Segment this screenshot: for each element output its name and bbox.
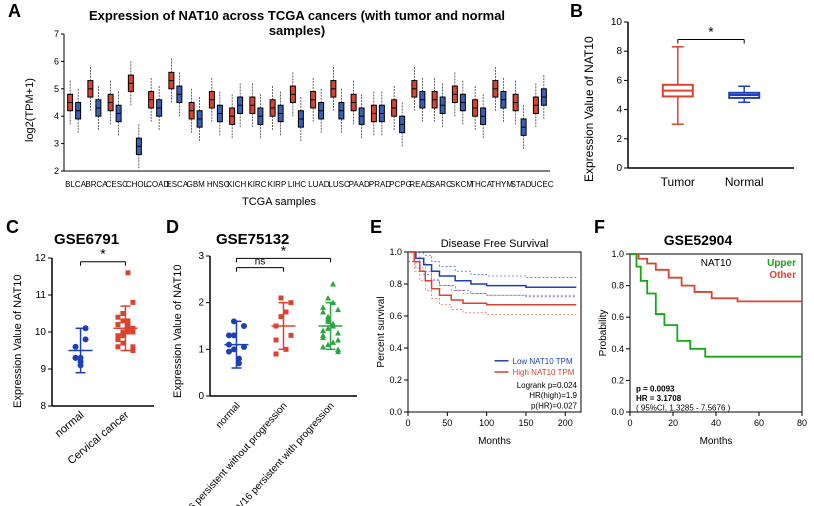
panel-a-xticks: BLCABRCACESCCHOLCOADESCAGBMHNSCKICHKIRCK… <box>44 180 554 198</box>
svg-text:0.4: 0.4 <box>389 343 402 353</box>
svg-text:Disease Free Survival: Disease Free Survival <box>441 238 549 250</box>
svg-text:1.0: 1.0 <box>611 249 624 259</box>
svg-text:( 95%CI, 1.3285 - 7.5676 ): ( 95%CI, 1.3285 - 7.5676 ) <box>636 403 731 412</box>
panel-a: A Expression of NAT10 across TCGA cancer… <box>2 2 562 210</box>
svg-text:0: 0 <box>405 418 410 428</box>
svg-text:0.2: 0.2 <box>611 375 624 385</box>
svg-text:0: 0 <box>198 391 204 402</box>
svg-text:0.4: 0.4 <box>611 344 624 354</box>
svg-text:2: 2 <box>616 134 622 145</box>
svg-text:0.0: 0.0 <box>389 407 402 417</box>
panel-f: F 0.00.20.40.60.81.0020406080MonthsProba… <box>594 218 812 498</box>
panel-f-chart: 0.0 0.2 0.4 0.6 0.8 1.0 0 20 40 60 80 Months Probabi… <box>596 234 810 446</box>
svg-text:0.0: 0.0 <box>611 407 624 417</box>
svg-text:p = 0.0093: p = 0.0093 <box>636 384 675 393</box>
panel-e: E 0.0 0.2 0.4 0.6 0.8 1.0 0 50 100 150 200 Months Pe… <box>370 218 590 498</box>
svg-text:*: * <box>281 246 287 258</box>
panel-d-chart: 0123ns*normalHPV16 persistent without pr… <box>188 246 363 506</box>
svg-text:0.6: 0.6 <box>611 312 624 322</box>
svg-text:p(HR)=0.027: p(HR)=0.027 <box>531 402 578 411</box>
panel-e-label: E <box>370 217 382 238</box>
svg-text:60: 60 <box>754 418 764 428</box>
svg-text:HR = 3.1708: HR = 3.1708 <box>636 394 682 403</box>
svg-text:*: * <box>100 248 106 262</box>
panel-c: C GSE6791 Expression Value of NAT10 8 9 10… <box>2 218 162 498</box>
panel-d: D GSE75132 Expression Value of NAT10 012… <box>166 218 366 498</box>
svg-text:11: 11 <box>36 290 47 301</box>
svg-text:GSE52904: GSE52904 <box>664 234 733 248</box>
svg-text:0.8: 0.8 <box>611 281 624 291</box>
svg-text:3: 3 <box>54 139 59 149</box>
svg-text:150: 150 <box>518 418 533 428</box>
svg-text:Low NAT10 TPM: Low NAT10 TPM <box>513 357 574 366</box>
svg-text:20: 20 <box>668 418 678 428</box>
svg-text:Normal: Normal <box>725 175 764 189</box>
svg-text:Months: Months <box>478 436 511 446</box>
svg-text:6: 6 <box>616 75 622 86</box>
svg-text:100: 100 <box>479 418 494 428</box>
panel-a-chart: 2 3 4 5 6 7 <box>44 26 554 181</box>
panel-c-title: GSE6791 <box>54 231 119 248</box>
panel-e-chart: 0.0 0.2 0.4 0.6 0.8 1.0 0 50 100 150 200 Months Perc… <box>374 236 589 446</box>
svg-text:HPV16 persistent without progr: HPV16 persistent without progression <box>188 401 290 506</box>
panel-d-ylabel: Expression Value of NAT10 <box>172 258 184 398</box>
svg-text:Probability: Probability <box>598 310 609 357</box>
svg-text:3: 3 <box>198 251 204 262</box>
panel-d-label: D <box>166 217 179 238</box>
svg-text:2: 2 <box>198 298 204 309</box>
svg-text:80: 80 <box>797 418 807 428</box>
svg-text:10: 10 <box>611 17 623 28</box>
svg-text:0.2: 0.2 <box>389 375 402 385</box>
svg-text:4: 4 <box>616 105 622 116</box>
panel-b-label: B <box>570 1 583 22</box>
svg-text:Months: Months <box>700 436 733 446</box>
panel-c-chart: 89101112*normalCervical cancer <box>30 248 160 488</box>
svg-text:0.6: 0.6 <box>389 311 402 321</box>
svg-text:normal: normal <box>53 409 86 440</box>
svg-text:Tumor: Tumor <box>661 175 695 189</box>
svg-text:5: 5 <box>54 84 59 94</box>
svg-text:Percent survival: Percent survival <box>376 296 387 367</box>
svg-text:200: 200 <box>558 418 573 428</box>
svg-text:Logrank p=0.024: Logrank p=0.024 <box>517 381 578 390</box>
svg-text:6: 6 <box>54 56 59 66</box>
svg-text:4: 4 <box>54 111 59 121</box>
svg-text:0.8: 0.8 <box>389 279 402 289</box>
svg-text:8: 8 <box>616 46 622 57</box>
svg-text:High NAT10 TPM: High NAT10 TPM <box>513 368 575 377</box>
svg-text:9: 9 <box>40 364 46 375</box>
svg-text:50: 50 <box>442 418 452 428</box>
svg-text:*: * <box>708 24 714 40</box>
svg-text:7: 7 <box>54 29 59 39</box>
panel-b-chart: 0 2 4 6 8 10 Tumor Normal * <box>604 12 804 192</box>
svg-text:1.0: 1.0 <box>389 247 402 257</box>
svg-text:40: 40 <box>711 418 721 428</box>
svg-text:1: 1 <box>198 344 204 355</box>
svg-text:Other: Other <box>769 270 796 281</box>
panel-a-label: A <box>8 1 21 22</box>
panel-c-ylabel: Expression Value of NAT10 <box>12 258 24 408</box>
svg-text:10: 10 <box>35 327 47 338</box>
panel-b-ylabel: Expression Value of NAT10 <box>582 32 596 182</box>
panel-a-ylabel: log2(TPM+1) <box>24 62 36 142</box>
panel-c-label: C <box>6 217 19 238</box>
svg-text:0: 0 <box>627 418 632 428</box>
svg-text:Upper: Upper <box>767 258 796 269</box>
svg-text:2: 2 <box>54 166 59 176</box>
svg-text:0: 0 <box>616 163 622 174</box>
panel-b: B Expression Value of NAT10 0 2 4 6 8 10 Tumor… <box>568 2 808 210</box>
svg-text:12: 12 <box>35 253 47 264</box>
svg-text:8: 8 <box>40 401 46 412</box>
svg-text:NAT10: NAT10 <box>701 258 732 269</box>
svg-text:HR(high)=1.9: HR(high)=1.9 <box>529 391 577 400</box>
svg-text:normal: normal <box>214 401 243 431</box>
